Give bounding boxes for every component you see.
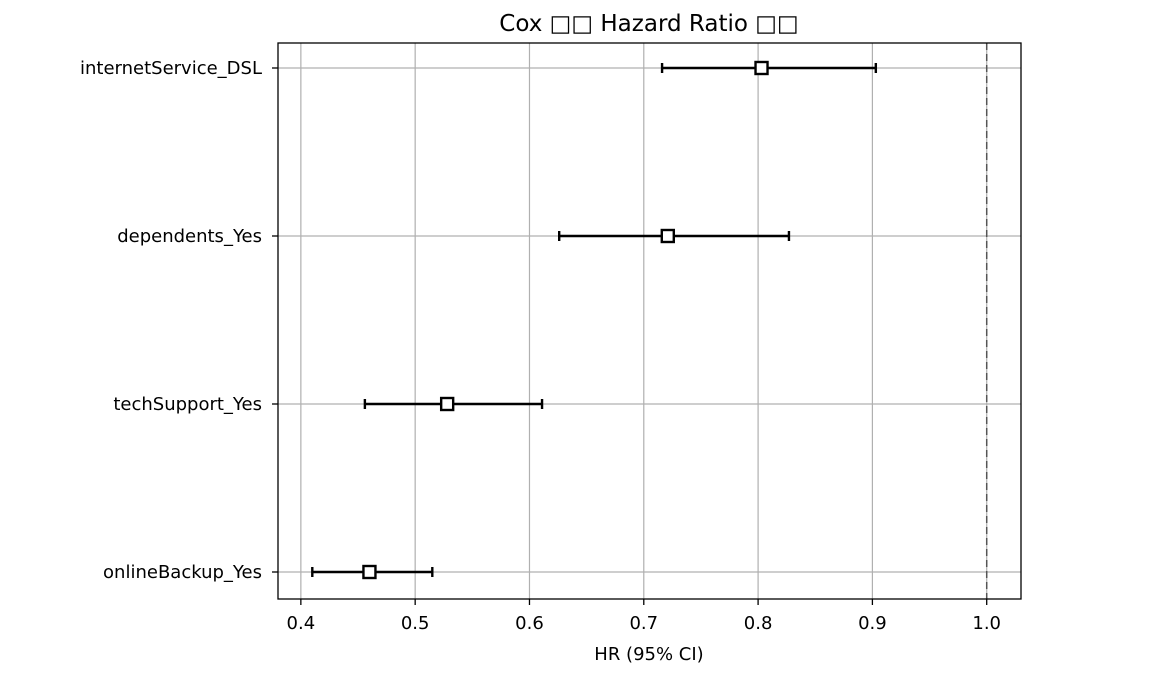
x-axis-ticks: 0.4 0.5 0.6 0.7 0.8 0.9 1.0 [287, 599, 1001, 634]
x-axis-label: HR (95% CI) [594, 644, 703, 665]
x-tick-label: 0.4 [287, 613, 316, 634]
hr-point-marker [660, 228, 675, 244]
grid [278, 43, 1021, 599]
x-tick-label: 1.0 [972, 613, 1001, 634]
hr-point-marker [362, 564, 377, 580]
plot-frame [277, 42, 1022, 600]
x-tick-label: 0.6 [515, 613, 544, 634]
y-tick-label: internetService_DSL [80, 58, 262, 79]
hr-point-marker [439, 396, 455, 412]
data-layer [311, 60, 878, 580]
y-tick-label: techSupport_Yes [113, 394, 262, 415]
x-tick-label: 0.5 [401, 613, 430, 634]
y-tick-label: onlineBackup_Yes [103, 562, 262, 583]
x-tick-label: 0.7 [629, 613, 658, 634]
x-tick-label: 0.9 [858, 613, 887, 634]
y-axis-ticks: internetService_DSL dependents_Yes techSup… [80, 58, 278, 583]
chart-title: Cox □□ Hazard Ratio □□ [499, 11, 798, 37]
x-tick-label: 0.8 [744, 613, 773, 634]
y-tick-label: dependents_Yes [117, 226, 262, 247]
hr-point-marker [754, 60, 769, 76]
